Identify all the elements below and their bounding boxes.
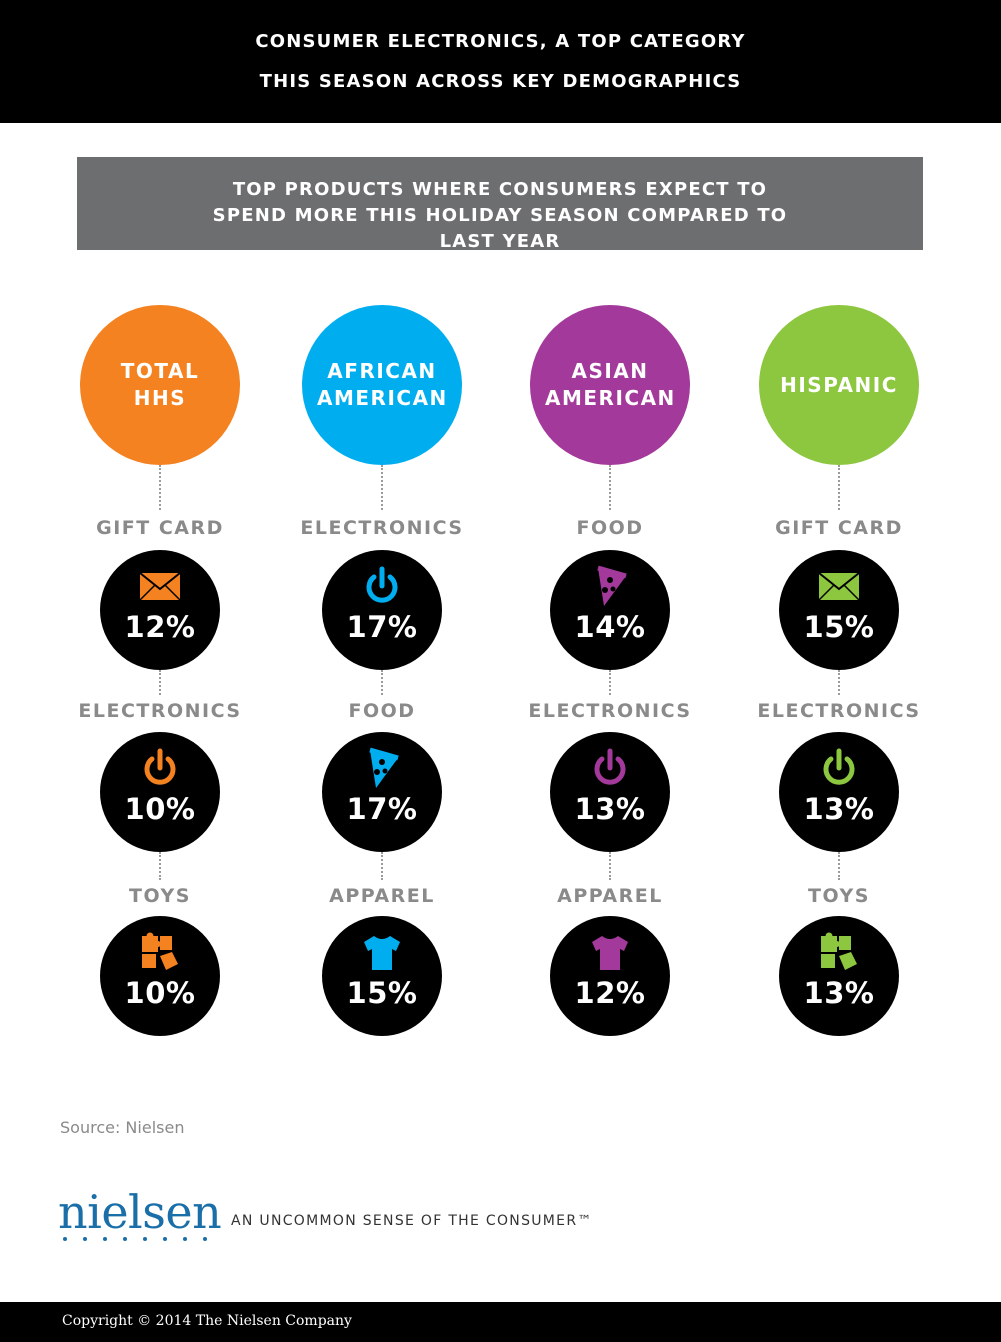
connector-line (609, 670, 611, 695)
nielsen-logo: nielsen (58, 1185, 222, 1239)
tshirt-icon (364, 936, 400, 970)
category-label: TOYS (129, 885, 191, 907)
pizza-icon (597, 565, 627, 606)
percent-value: 14% (574, 610, 646, 644)
product-circle: 10% (100, 732, 220, 852)
demographic-column: ASIAN AMERICAN FOOD 14% ELECTRONICS 13% APPAR… (494, 305, 724, 1045)
product-circle: 15% (322, 916, 442, 1036)
envelope-icon (818, 572, 860, 601)
product-circle: 13% (779, 916, 899, 1036)
connector-line (159, 465, 161, 510)
demographic-name: AFRICAN AMERICAN (317, 359, 448, 410)
percent-value: 17% (346, 610, 418, 644)
connector-line (609, 852, 611, 880)
category-label: TOYS (808, 885, 870, 907)
subtitle-text: TOP PRODUCTS WHERE CONSUMERS EXPECT TO S… (212, 179, 788, 252)
puzzle-icon (142, 932, 178, 970)
category-label: ELECTRONICS (528, 700, 692, 722)
percent-value: 13% (803, 792, 875, 826)
product-circle: 12% (100, 550, 220, 670)
product-circle: 15% (779, 550, 899, 670)
connector-line (159, 670, 161, 695)
product-circle: 13% (779, 732, 899, 852)
connector-line (381, 852, 383, 880)
connector-line (159, 852, 161, 880)
percent-value: 10% (124, 976, 196, 1010)
product-circle: 17% (322, 550, 442, 670)
power-icon (594, 748, 626, 785)
percent-value: 13% (574, 792, 646, 826)
power-icon (144, 748, 176, 785)
category-label: APPAREL (557, 885, 663, 907)
percent-value: 15% (803, 610, 875, 644)
product-circle: 13% (550, 732, 670, 852)
percent-value: 12% (124, 610, 196, 644)
demographic-column: TOTAL HHS GIFT CARD 12% ELECTRONICS 10% TOYS 1… (44, 305, 274, 1045)
category-label: FOOD (348, 700, 416, 722)
category-label: ELECTRONICS (757, 700, 921, 722)
demographic-column: HISPANIC GIFT CARD 15% ELECTRONICS 13% TOYS 13… (723, 305, 953, 1045)
tshirt-icon (592, 936, 628, 970)
title-line-2: THIS SEASON ACROSS KEY DEMOGRAPHICS (259, 71, 742, 92)
demographic-header-circle: ASIAN AMERICAN (530, 305, 690, 465)
puzzle-icon (821, 932, 857, 970)
connector-line (381, 670, 383, 695)
percent-value: 13% (803, 976, 875, 1010)
category-label: GIFT CARD (96, 517, 224, 539)
product-circle: 14% (550, 550, 670, 670)
percent-value: 17% (346, 792, 418, 826)
category-label: APPAREL (329, 885, 435, 907)
connector-line (838, 465, 840, 510)
connector-line (838, 670, 840, 695)
percent-value: 15% (346, 976, 418, 1010)
percent-value: 10% (124, 792, 196, 826)
copyright-text: Copyright © 2014 The Nielsen Company (62, 1313, 352, 1329)
product-circle: 12% (550, 916, 670, 1036)
connector-line (838, 852, 840, 880)
category-label: ELECTRONICS (78, 700, 242, 722)
pizza-icon (369, 747, 399, 788)
demographic-header-circle: HISPANIC (759, 305, 919, 465)
footer-bar: Copyright © 2014 The Nielsen Company (0, 1302, 1001, 1342)
demographic-name: HISPANIC (780, 372, 898, 397)
source-note: Source: Nielsen (60, 1118, 185, 1137)
product-circle: 10% (100, 916, 220, 1036)
connector-line (609, 465, 611, 510)
title-line-1: CONSUMER ELECTRONICS, A TOP CATEGORY (255, 31, 746, 52)
tagline: AN UNCOMMON SENSE OF THE CONSUMER™ (231, 1213, 593, 1229)
connector-line (381, 465, 383, 510)
demographic-name: ASIAN AMERICAN (545, 359, 676, 410)
subtitle-banner: TOP PRODUCTS WHERE CONSUMERS EXPECT TO S… (77, 157, 923, 252)
category-label: FOOD (576, 517, 644, 539)
demographic-name: TOTAL HHS (120, 359, 200, 410)
category-label: ELECTRONICS (300, 517, 464, 539)
demographic-column: AFRICAN AMERICAN ELECTRONICS 17% FOOD 17% APP… (266, 305, 496, 1045)
product-circle: 17% (322, 732, 442, 852)
power-icon (366, 566, 398, 603)
demographic-header-circle: AFRICAN AMERICAN (302, 305, 462, 465)
logo-dots-decoration (63, 1237, 207, 1241)
demographic-header-circle: TOTAL HHS (80, 305, 240, 465)
title-banner: CONSUMER ELECTRONICS, A TOP CATEGORY THI… (0, 0, 1001, 123)
power-icon (823, 748, 855, 785)
percent-value: 12% (574, 976, 646, 1010)
category-label: GIFT CARD (775, 517, 903, 539)
envelope-icon (139, 572, 181, 601)
